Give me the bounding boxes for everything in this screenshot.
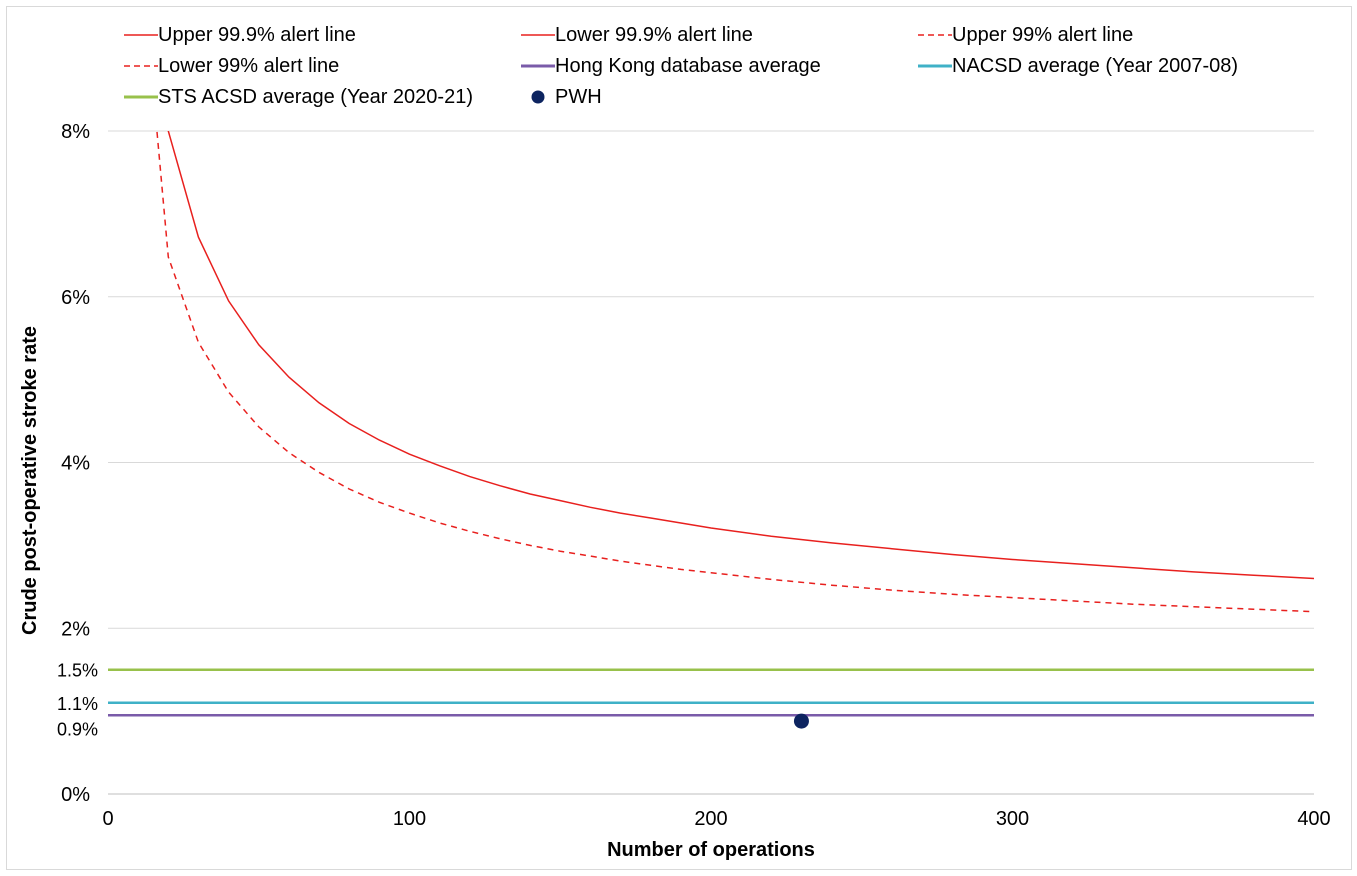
data-point-pwh xyxy=(793,713,809,729)
legend-swatch xyxy=(918,25,952,45)
legend-label: Upper 99% alert line xyxy=(952,23,1134,46)
chart-frame xyxy=(6,6,1352,870)
legend-swatch xyxy=(124,56,158,76)
y-axis-title: Crude post-operative stroke rate xyxy=(19,326,41,635)
legend-swatch xyxy=(918,56,952,76)
legend-swatch xyxy=(521,87,555,107)
alert-lines xyxy=(156,131,1314,613)
reference-lines xyxy=(108,668,1314,717)
legend-item: Upper 99% alert line xyxy=(918,22,1133,48)
legend-item: Lower 99.9% alert line xyxy=(521,22,753,48)
legend-item: Upper 99.9% alert line xyxy=(124,22,356,48)
legend-swatch xyxy=(124,87,158,107)
legend-label: Upper 99.9% alert line xyxy=(158,23,356,46)
legend-label: Lower 99% alert line xyxy=(158,54,340,77)
legend-label: PWH xyxy=(555,85,602,108)
y-tick-label: 8% xyxy=(61,121,90,143)
legend-label: NACSD average (Year 2007-08) xyxy=(952,54,1239,77)
y-tick-label: 1.5% xyxy=(57,661,98,681)
series-line xyxy=(167,131,1314,580)
y-tick-label: 0.9% xyxy=(57,719,98,739)
x-tick-label: 300 xyxy=(996,808,1029,830)
legend-item: PWH xyxy=(521,84,602,110)
legend-item: Lower 99% alert line xyxy=(124,53,339,79)
tick-labels: 0 100 200 300 400 0% 0.9% 1.1% 1.5% 2% 4% 6% 8% xyxy=(57,121,1331,830)
legend-item: Hong Kong database average xyxy=(521,53,821,79)
legend-label: Lower 99.9% alert line xyxy=(555,23,753,46)
y-tick-label: 6% xyxy=(61,287,90,309)
x-axis-title: Number of operations xyxy=(607,839,815,861)
legend-label: STS ACSD average (Year 2020-21) xyxy=(158,85,473,108)
points xyxy=(793,713,809,729)
x-tick-label: 0 xyxy=(102,808,113,830)
legend-swatch xyxy=(521,56,555,76)
y-tick-label: 4% xyxy=(61,453,90,475)
x-tick-label: 400 xyxy=(1297,808,1330,830)
chart-legend: Upper 99.9% alert line Lower 99.9% alert … xyxy=(0,0,1357,130)
legend-label: Hong Kong database average xyxy=(555,54,821,77)
y-tick-label: 2% xyxy=(61,618,90,640)
series-line xyxy=(156,131,1314,613)
y-tick-label: 0% xyxy=(61,784,90,806)
y-tick-label: 1.1% xyxy=(57,694,98,714)
legend-item: STS ACSD average (Year 2020-21) xyxy=(124,84,473,110)
x-tick-label: 200 xyxy=(694,808,727,830)
legend-swatch xyxy=(124,25,158,45)
legend-swatch xyxy=(521,25,555,45)
legend-item: NACSD average (Year 2007-08) xyxy=(918,53,1238,79)
x-tick-label: 100 xyxy=(393,808,426,830)
gridlines xyxy=(108,130,1314,629)
